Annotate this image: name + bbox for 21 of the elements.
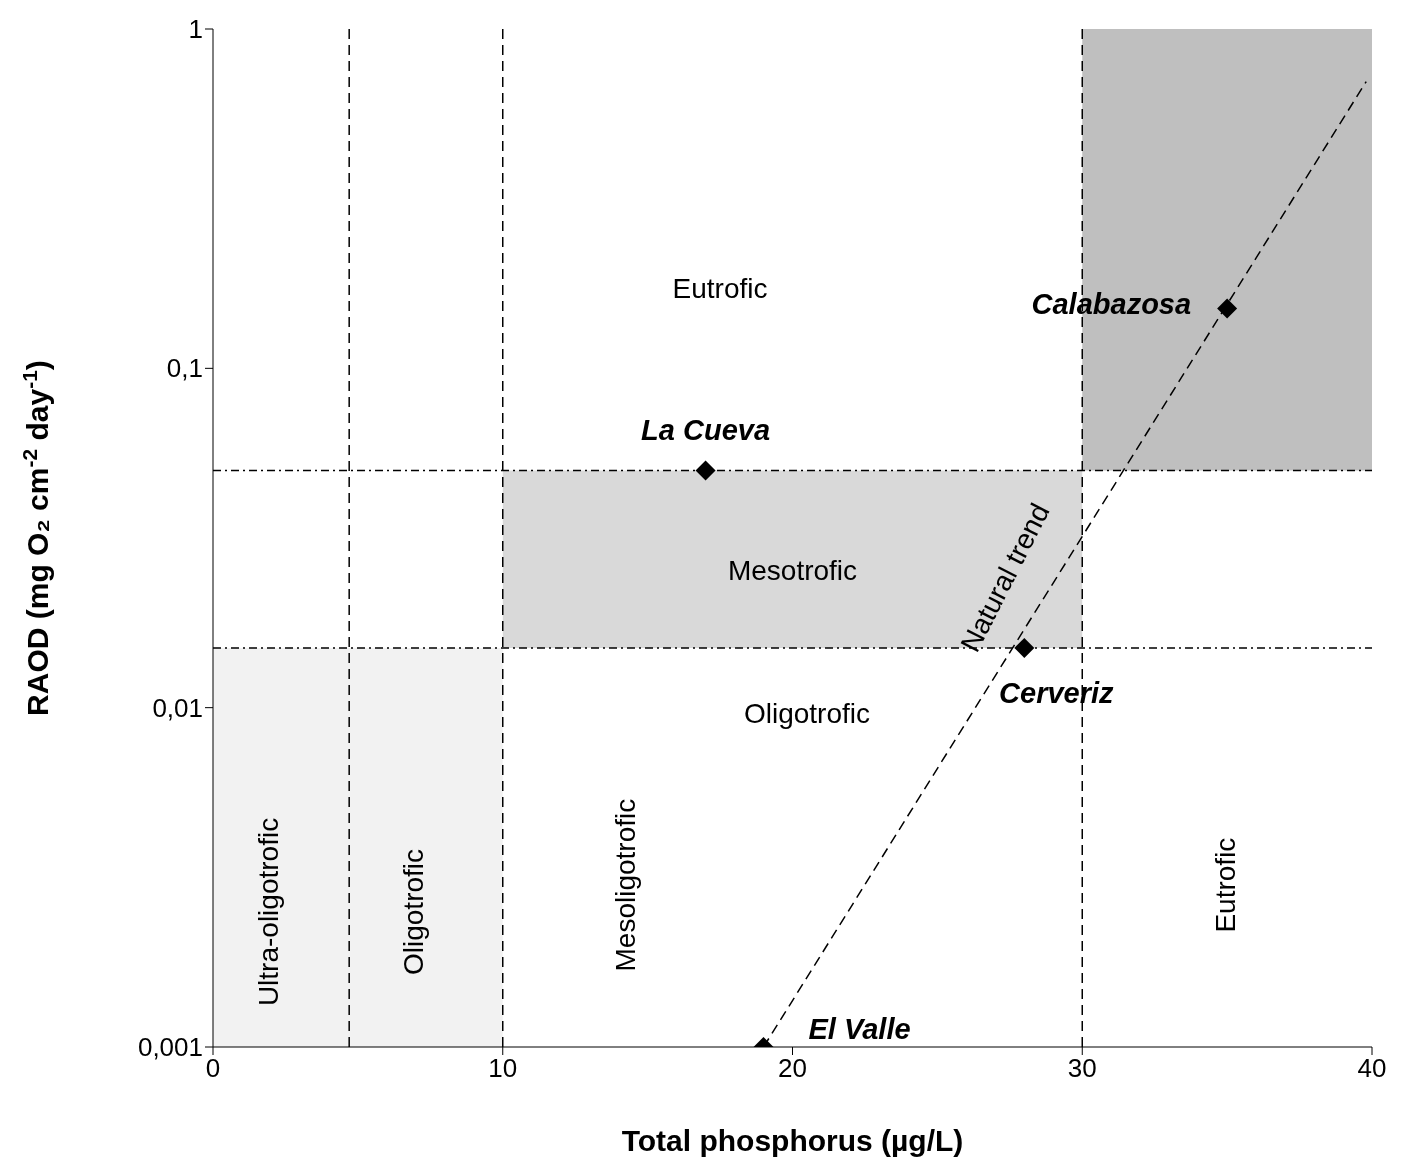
annotation: Mesoligotrofic [609, 798, 641, 972]
x-tick-label: 20 [778, 1053, 807, 1083]
annotation: Ultra-oligotrofic [253, 817, 285, 1007]
annotation: Mesotrofic [727, 555, 858, 587]
annotation: Oligotrofic [398, 848, 430, 975]
y-tick-label: 0,001 [137, 1032, 203, 1062]
x-tick-label: 30 [1067, 1053, 1097, 1083]
x-tick-label: 40 [1357, 1053, 1387, 1083]
x-axis-title: Total phosphorus (µg/L) [621, 1124, 964, 1157]
y-tick-label: 1 [188, 14, 203, 44]
annotation: Eutrofic [672, 272, 768, 304]
annotation: Cerveriz [999, 676, 1115, 709]
annotation: Oligotrofic [743, 697, 871, 729]
annotation: Calabazosa [1031, 288, 1192, 321]
annotation: La Cueva [641, 414, 771, 447]
y-tick-label: 0,01 [152, 692, 203, 723]
annotation: El Valle [808, 1012, 911, 1045]
annotation: Eutrofic [1209, 837, 1241, 933]
x-tick-label: 0 [205, 1053, 221, 1083]
x-tick-label: 10 [488, 1053, 518, 1083]
y-tick-label: 0,1 [166, 353, 203, 384]
